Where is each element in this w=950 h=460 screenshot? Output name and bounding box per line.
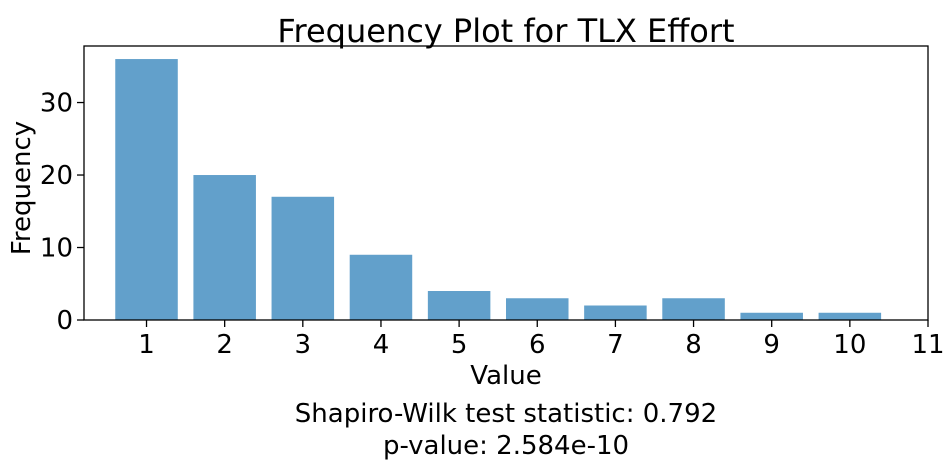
y-tick-label: 30 <box>40 89 73 119</box>
x-tick-label: 8 <box>685 330 702 360</box>
bar-4 <box>349 254 413 320</box>
x-tick-label: 4 <box>373 330 390 360</box>
bar-2 <box>193 175 256 320</box>
bar-7 <box>584 305 647 320</box>
x-tick-label: 9 <box>763 330 780 360</box>
bar-8 <box>662 298 725 320</box>
plot-frame <box>83 45 929 321</box>
x-tick-label: 10 <box>833 330 866 360</box>
bar-9 <box>740 312 803 320</box>
x-tick-label: 2 <box>216 330 233 360</box>
x-tick-label: 3 <box>295 330 312 360</box>
bar-3 <box>271 196 335 320</box>
x-axis-ticks: 1 2 3 4 5 6 7 8 9 10 11 <box>138 320 945 360</box>
x-axis-label: Value <box>470 361 541 391</box>
y-axis-label: Frequency <box>7 121 37 255</box>
y-tick-label: 20 <box>40 161 73 191</box>
bars-group <box>115 59 882 321</box>
x-tick-label: 5 <box>451 330 468 360</box>
x-tick-label: 6 <box>529 330 546 360</box>
bar-10 <box>818 312 882 320</box>
y-tick-label: 10 <box>40 234 73 264</box>
bar-6 <box>506 298 569 320</box>
y-axis-ticks: 0 10 20 30 <box>40 89 84 336</box>
x-tick-label: 7 <box>607 330 624 360</box>
bar-5 <box>427 291 491 320</box>
y-tick-label: 0 <box>56 306 73 336</box>
shapiro-wilk-statistic: Shapiro-Wilk test statistic: 0.792 <box>295 399 717 429</box>
chart-title: Frequency Plot for TLX Effort <box>277 12 734 50</box>
x-tick-label: 11 <box>911 330 944 360</box>
p-value-text: p-value: 2.584e-10 <box>383 431 629 460</box>
bar-1 <box>115 59 178 321</box>
x-tick-label: 1 <box>138 330 155 360</box>
